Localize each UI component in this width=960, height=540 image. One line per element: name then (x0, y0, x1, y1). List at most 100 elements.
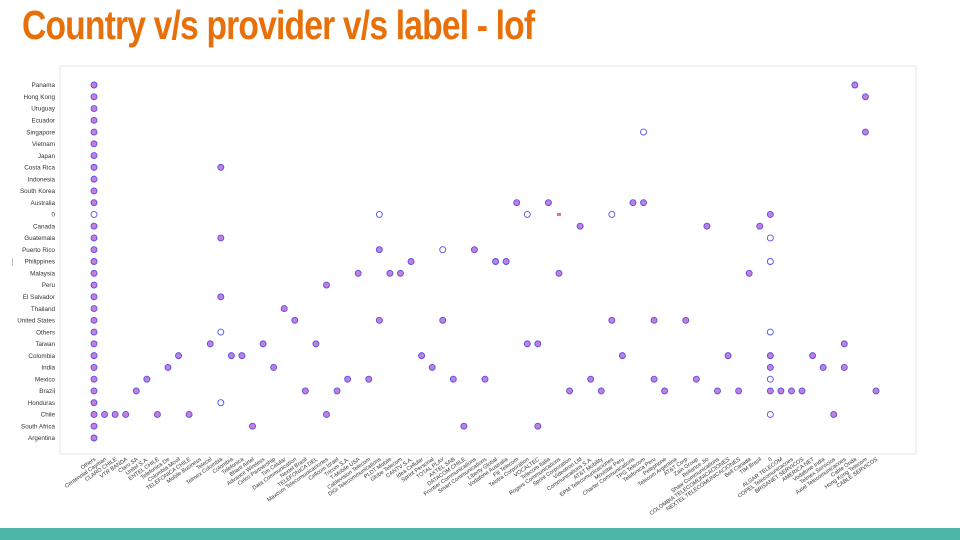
data-point-filled (618, 352, 626, 360)
y-tick-label-japan: Japan (38, 153, 56, 160)
data-point-filled (164, 363, 172, 371)
data-point-filled (354, 269, 362, 277)
y-tick-label-malaysia: Malaysia (30, 270, 55, 277)
data-point-dash (556, 212, 561, 216)
data-point-filled (153, 411, 161, 418)
y-tick-label-uruguay: Uruguay (31, 106, 56, 113)
data-point-filled (661, 387, 669, 395)
data-point-hollow (766, 258, 774, 265)
y-tick-label-honduras: Honduras (28, 400, 55, 407)
data-point-filled (312, 340, 320, 348)
data-point-hollow (90, 210, 98, 218)
data-point-filled (766, 387, 774, 395)
data-point-filled (143, 375, 151, 383)
data-point-filled (861, 128, 869, 136)
data-point-filled (90, 105, 98, 112)
data-point-filled (344, 375, 352, 383)
y-tick-label-others: Others (36, 329, 55, 336)
data-point-filled (333, 387, 341, 395)
data-point-filled (777, 387, 785, 395)
y-tick-label-united-states: United States (17, 318, 55, 325)
data-point-filled (111, 411, 119, 418)
y-tick-label-puerto-rico: Puerto Rico (22, 247, 55, 254)
data-point-filled (90, 234, 98, 242)
data-point-filled (90, 258, 98, 265)
data-point-hollow (217, 328, 225, 336)
x-tick-label-0: 0 (767, 457, 773, 464)
data-point-hollow (766, 234, 774, 242)
data-point-filled (90, 128, 98, 136)
data-point-filled (608, 316, 616, 324)
data-point-filled (280, 305, 288, 313)
data-point-filled (566, 387, 573, 395)
y-tick-label-argentina: Argentina (28, 435, 55, 442)
data-point-filled (365, 375, 373, 383)
data-point-filled (576, 222, 584, 230)
data-point-filled (682, 316, 690, 324)
y-tick-label-india: India (41, 365, 55, 372)
y-axis-tick-labels: Panama Hong Kong Uruguay Ecuador Singapore Vi… (17, 82, 56, 442)
data-point-filled (386, 269, 394, 277)
footer-bar (0, 528, 960, 540)
data-point-filled (90, 116, 98, 124)
y-tick-label-el-salvador: El Salvador (23, 294, 55, 301)
data-point-filled (270, 363, 278, 371)
y-tick-label-canada: Canada (33, 223, 56, 230)
data-point-filled (640, 199, 647, 207)
data-point-filled (90, 316, 98, 324)
data-point-filled (90, 328, 98, 336)
data-point-filled (249, 422, 256, 430)
data-point-filled (597, 387, 605, 395)
y-tick-label-colombia: Colombia (28, 353, 55, 360)
data-point-filled (766, 210, 774, 218)
data-point-filled (766, 352, 774, 360)
data-point-hollow (640, 128, 647, 136)
data-point-filled (90, 434, 98, 442)
data-point-filled (798, 387, 806, 395)
data-point-filled (90, 422, 98, 430)
slide-edge-mark (12, 258, 13, 266)
data-point-filled (375, 316, 383, 324)
data-point-filled (735, 387, 743, 395)
data-point-filled (291, 316, 299, 324)
data-point-filled (714, 387, 721, 395)
data-point-filled (439, 316, 447, 324)
data-point-filled (375, 246, 383, 254)
y-tick-label-south-korea: South Korea (20, 188, 56, 195)
y-tick-label-guatemala: Guatemala (24, 235, 55, 242)
data-point-filled (523, 340, 531, 348)
y-tick-label-mexico: Mexico (35, 376, 55, 383)
data-point-filled (90, 375, 98, 383)
data-point-filled (555, 269, 563, 277)
data-point-filled (650, 316, 658, 324)
y-tick-label-south-africa: South Africa (21, 423, 55, 430)
data-point-filled (470, 246, 478, 254)
data-point-filled (397, 269, 404, 277)
y-tick-label-ecuador: Ecuador (32, 118, 55, 125)
data-point-filled (90, 340, 98, 348)
data-point-hollow (375, 210, 383, 218)
data-point-filled (122, 411, 130, 418)
data-point-filled (90, 399, 98, 407)
data-point-filled (851, 81, 859, 89)
data-point-filled (692, 375, 700, 383)
data-point-filled (227, 352, 235, 360)
data-point-filled (90, 363, 98, 371)
data-point-filled (407, 258, 415, 265)
data-point-filled (90, 152, 98, 160)
y-tick-label-costa-rica: Costa Rica (24, 165, 55, 172)
data-point-filled (861, 93, 869, 101)
y-tick-label-philippines: Philippines (25, 259, 55, 266)
y-tick-label-taiwan: Taiwan (35, 341, 55, 348)
data-point-filled (460, 422, 468, 430)
y-tick-label-thailand: Thailand (31, 306, 56, 313)
data-point-filled (90, 187, 98, 195)
data-point-filled (217, 163, 225, 171)
data-point-filled (90, 411, 98, 418)
data-point-filled (90, 281, 98, 289)
data-point-filled (90, 269, 98, 277)
data-point-filled (830, 411, 838, 418)
data-point-filled (301, 387, 309, 395)
data-point-filled (428, 363, 436, 371)
